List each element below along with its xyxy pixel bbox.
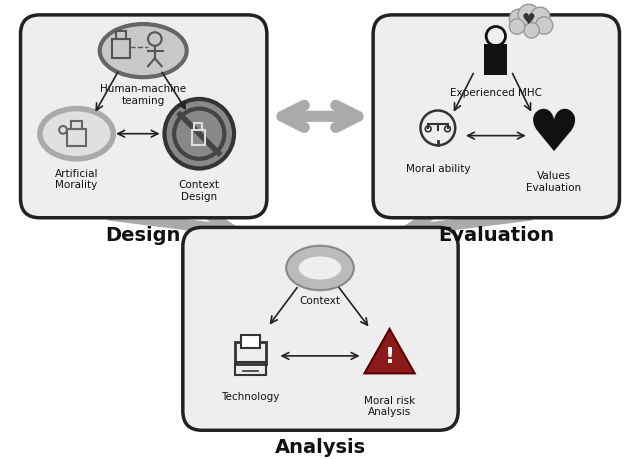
Bar — [191, 130, 205, 146]
Ellipse shape — [100, 25, 187, 78]
Bar — [235, 342, 266, 364]
Text: Experienced MHC: Experienced MHC — [450, 88, 542, 98]
Text: ♥: ♥ — [522, 12, 536, 27]
Text: ♥: ♥ — [527, 106, 580, 163]
Ellipse shape — [286, 246, 354, 291]
Text: !: ! — [385, 346, 395, 366]
Text: Context
Design: Context Design — [179, 180, 220, 201]
Text: Evaluation: Evaluation — [438, 225, 554, 244]
FancyBboxPatch shape — [373, 16, 620, 218]
FancyBboxPatch shape — [183, 228, 458, 431]
Text: Analysis: Analysis — [275, 437, 365, 456]
Text: Values
Evaluation: Values Evaluation — [526, 171, 581, 193]
Bar — [235, 362, 266, 375]
Text: Artificial
Morality: Artificial Morality — [55, 168, 99, 190]
Bar — [484, 45, 508, 76]
Circle shape — [531, 8, 550, 28]
Bar — [116, 32, 126, 40]
Bar — [67, 129, 86, 147]
Text: Moral ability: Moral ability — [406, 163, 470, 174]
Circle shape — [524, 23, 540, 39]
Ellipse shape — [40, 109, 113, 159]
Circle shape — [518, 5, 540, 27]
Circle shape — [509, 20, 525, 35]
Text: Moral risk
Analysis: Moral risk Analysis — [364, 395, 415, 416]
FancyBboxPatch shape — [20, 16, 267, 218]
Text: Technology: Technology — [221, 391, 280, 401]
Bar — [195, 124, 202, 130]
Bar — [71, 122, 83, 129]
Circle shape — [536, 18, 553, 35]
Polygon shape — [364, 329, 415, 374]
Ellipse shape — [299, 257, 341, 280]
Circle shape — [164, 100, 234, 169]
Bar — [112, 40, 130, 59]
Text: Human-machine
teaming: Human-machine teaming — [100, 84, 186, 106]
Text: Context: Context — [300, 296, 340, 305]
Circle shape — [509, 10, 529, 29]
Text: Design: Design — [106, 225, 181, 244]
Bar — [241, 335, 260, 348]
